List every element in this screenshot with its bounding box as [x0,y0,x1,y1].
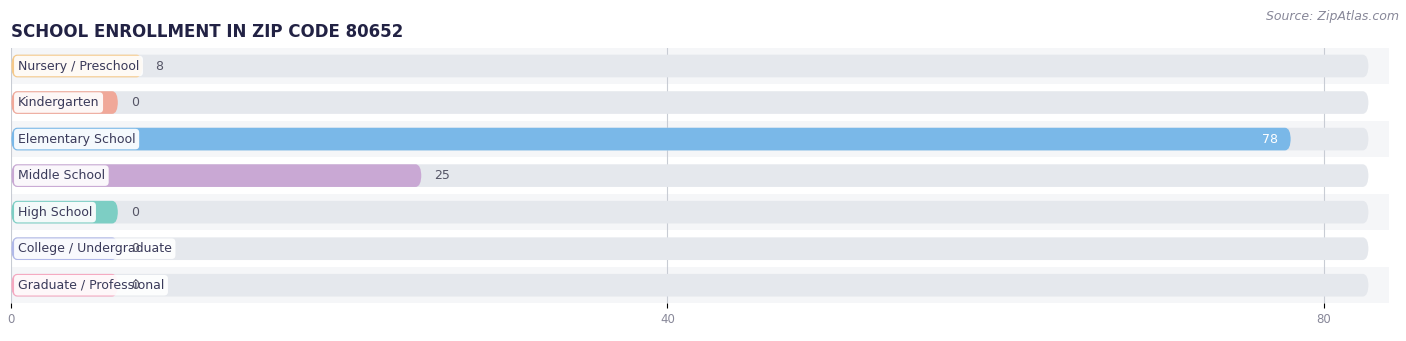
FancyBboxPatch shape [11,164,1368,187]
FancyBboxPatch shape [11,91,1368,114]
FancyBboxPatch shape [11,237,118,260]
Text: Elementary School: Elementary School [18,133,135,146]
FancyBboxPatch shape [11,55,1368,77]
FancyBboxPatch shape [11,128,1291,150]
Text: Source: ZipAtlas.com: Source: ZipAtlas.com [1265,10,1399,23]
Text: SCHOOL ENROLLMENT IN ZIP CODE 80652: SCHOOL ENROLLMENT IN ZIP CODE 80652 [11,23,404,41]
Bar [11,194,1389,231]
Bar [11,84,1389,121]
Text: Middle School: Middle School [18,169,105,182]
FancyBboxPatch shape [11,274,1368,297]
Text: Kindergarten: Kindergarten [18,96,100,109]
FancyBboxPatch shape [11,128,1368,150]
Text: 0: 0 [131,206,139,219]
FancyBboxPatch shape [11,201,1368,223]
Text: Nursery / Preschool: Nursery / Preschool [18,60,139,73]
Text: College / Undergraduate: College / Undergraduate [18,242,172,255]
FancyBboxPatch shape [11,164,422,187]
Bar [11,231,1389,267]
Text: High School: High School [18,206,93,219]
Bar [11,157,1389,194]
Bar [11,121,1389,157]
Text: Graduate / Professional: Graduate / Professional [18,279,165,292]
Text: 78: 78 [1261,133,1278,146]
Bar [11,48,1389,84]
Text: 0: 0 [131,279,139,292]
Text: 8: 8 [156,60,163,73]
FancyBboxPatch shape [11,55,142,77]
FancyBboxPatch shape [11,201,118,223]
FancyBboxPatch shape [11,237,1368,260]
Text: 0: 0 [131,96,139,109]
Text: 0: 0 [131,242,139,255]
FancyBboxPatch shape [11,91,118,114]
Bar [11,267,1389,303]
FancyBboxPatch shape [11,274,118,297]
Text: 25: 25 [434,169,450,182]
